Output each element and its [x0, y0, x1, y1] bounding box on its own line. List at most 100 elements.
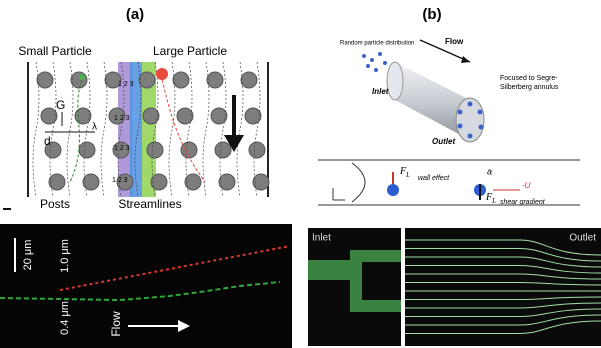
label: 1 2 3: [118, 81, 134, 88]
panel-b-schematic: (b) Random particle distribution Flow In…: [318, 6, 580, 206]
post: [184, 173, 202, 191]
micrograph: [405, 228, 601, 346]
label: 1.0 μm: [59, 239, 71, 273]
post: [172, 71, 190, 89]
post: [206, 71, 224, 89]
post: [116, 173, 134, 191]
channels: [405, 239, 601, 334]
channel-line: [405, 302, 601, 309]
focused-particles: [457, 101, 484, 139]
post: [210, 107, 228, 125]
channel-line: [405, 256, 601, 268]
label: wall effect: [418, 175, 450, 182]
streamline: [151, 61, 159, 198]
post: [248, 141, 266, 159]
label: Outlet: [569, 233, 596, 244]
label: d: [44, 134, 51, 148]
streamline: [219, 61, 227, 198]
label: Outlet: [432, 137, 455, 146]
label: G: [56, 98, 65, 112]
lane-band: [118, 62, 132, 197]
label: Streamlines: [118, 197, 181, 211]
label: Inlet: [372, 87, 389, 96]
streamline: [32, 61, 40, 198]
post: [150, 173, 168, 191]
post: [244, 107, 262, 125]
post: [176, 107, 194, 125]
label: Large Particle: [153, 44, 227, 58]
lane-band: [142, 62, 156, 197]
label: a: [487, 166, 492, 176]
tube-inlet: [386, 61, 404, 101]
channel: [308, 250, 401, 312]
flow-arrow: [128, 320, 190, 332]
streamline: [83, 61, 91, 198]
label: 0.4 μm: [59, 301, 71, 335]
streamline: [66, 61, 74, 198]
channel-line: [405, 265, 601, 274]
channel-line: [405, 282, 601, 286]
particles: [362, 52, 387, 72]
label: -U: [522, 181, 531, 190]
panel-a-image: 20 μm 1.0 μm 0.4 μm Flow: [0, 224, 292, 348]
post: [104, 71, 122, 89]
post: [142, 107, 160, 125]
post: [138, 71, 156, 89]
post: [180, 141, 198, 159]
label: Small Particle: [18, 44, 92, 58]
symbol: F: [399, 166, 407, 177]
channel-line: [405, 308, 601, 317]
symbol: F: [485, 192, 493, 203]
subscript: L: [491, 197, 496, 205]
post: [146, 141, 164, 159]
mark: [3, 208, 11, 210]
label: Random particle distribution: [340, 41, 414, 47]
channel-line: [405, 239, 601, 256]
streamline: [134, 61, 142, 198]
post: [44, 141, 62, 159]
flow-arrow: [224, 95, 244, 152]
flow-arrow: [419, 39, 471, 63]
post: [214, 141, 232, 159]
tube: [395, 62, 470, 140]
channel-line: [405, 273, 601, 280]
label: Inlet: [312, 233, 331, 244]
lane-band: [130, 62, 142, 197]
panel-label: (a): [126, 6, 144, 23]
streamline: [49, 61, 57, 198]
post: [112, 141, 130, 159]
label: shear gradient: [500, 199, 546, 206]
post: [40, 107, 58, 125]
label-box: Focused to Segre-Silberberg annulus: [500, 75, 558, 91]
large-path: [161, 79, 206, 183]
label: 1 2 3: [114, 115, 130, 122]
streamline: [202, 61, 210, 198]
subscript: L: [405, 171, 410, 179]
streamline: [185, 61, 193, 198]
streamline: [253, 61, 261, 198]
label: 1 2 3: [114, 145, 130, 152]
post: [48, 173, 66, 191]
post: [74, 107, 92, 125]
label: 20 μm: [22, 240, 34, 271]
post: [252, 173, 270, 191]
streamline: [117, 61, 125, 198]
particle: [387, 184, 399, 196]
panel-b-images: Inlet Outlet: [308, 228, 601, 346]
label: FL: [485, 192, 496, 204]
post-array: [32, 61, 270, 198]
channel-line: [405, 248, 601, 262]
post: [70, 71, 88, 89]
label: Flow: [109, 311, 123, 337]
post: [82, 173, 100, 191]
panel-a-schematic: (a) Small Particle Large Particle G λ d …: [3, 6, 270, 211]
channel-line: [405, 314, 601, 326]
label: 1 2 3: [112, 177, 128, 184]
post: [218, 173, 236, 191]
streamline: [100, 61, 108, 198]
post: [240, 71, 258, 89]
arrowhead: [461, 56, 470, 63]
green-trace: [0, 281, 281, 302]
large-particle: [156, 68, 168, 80]
